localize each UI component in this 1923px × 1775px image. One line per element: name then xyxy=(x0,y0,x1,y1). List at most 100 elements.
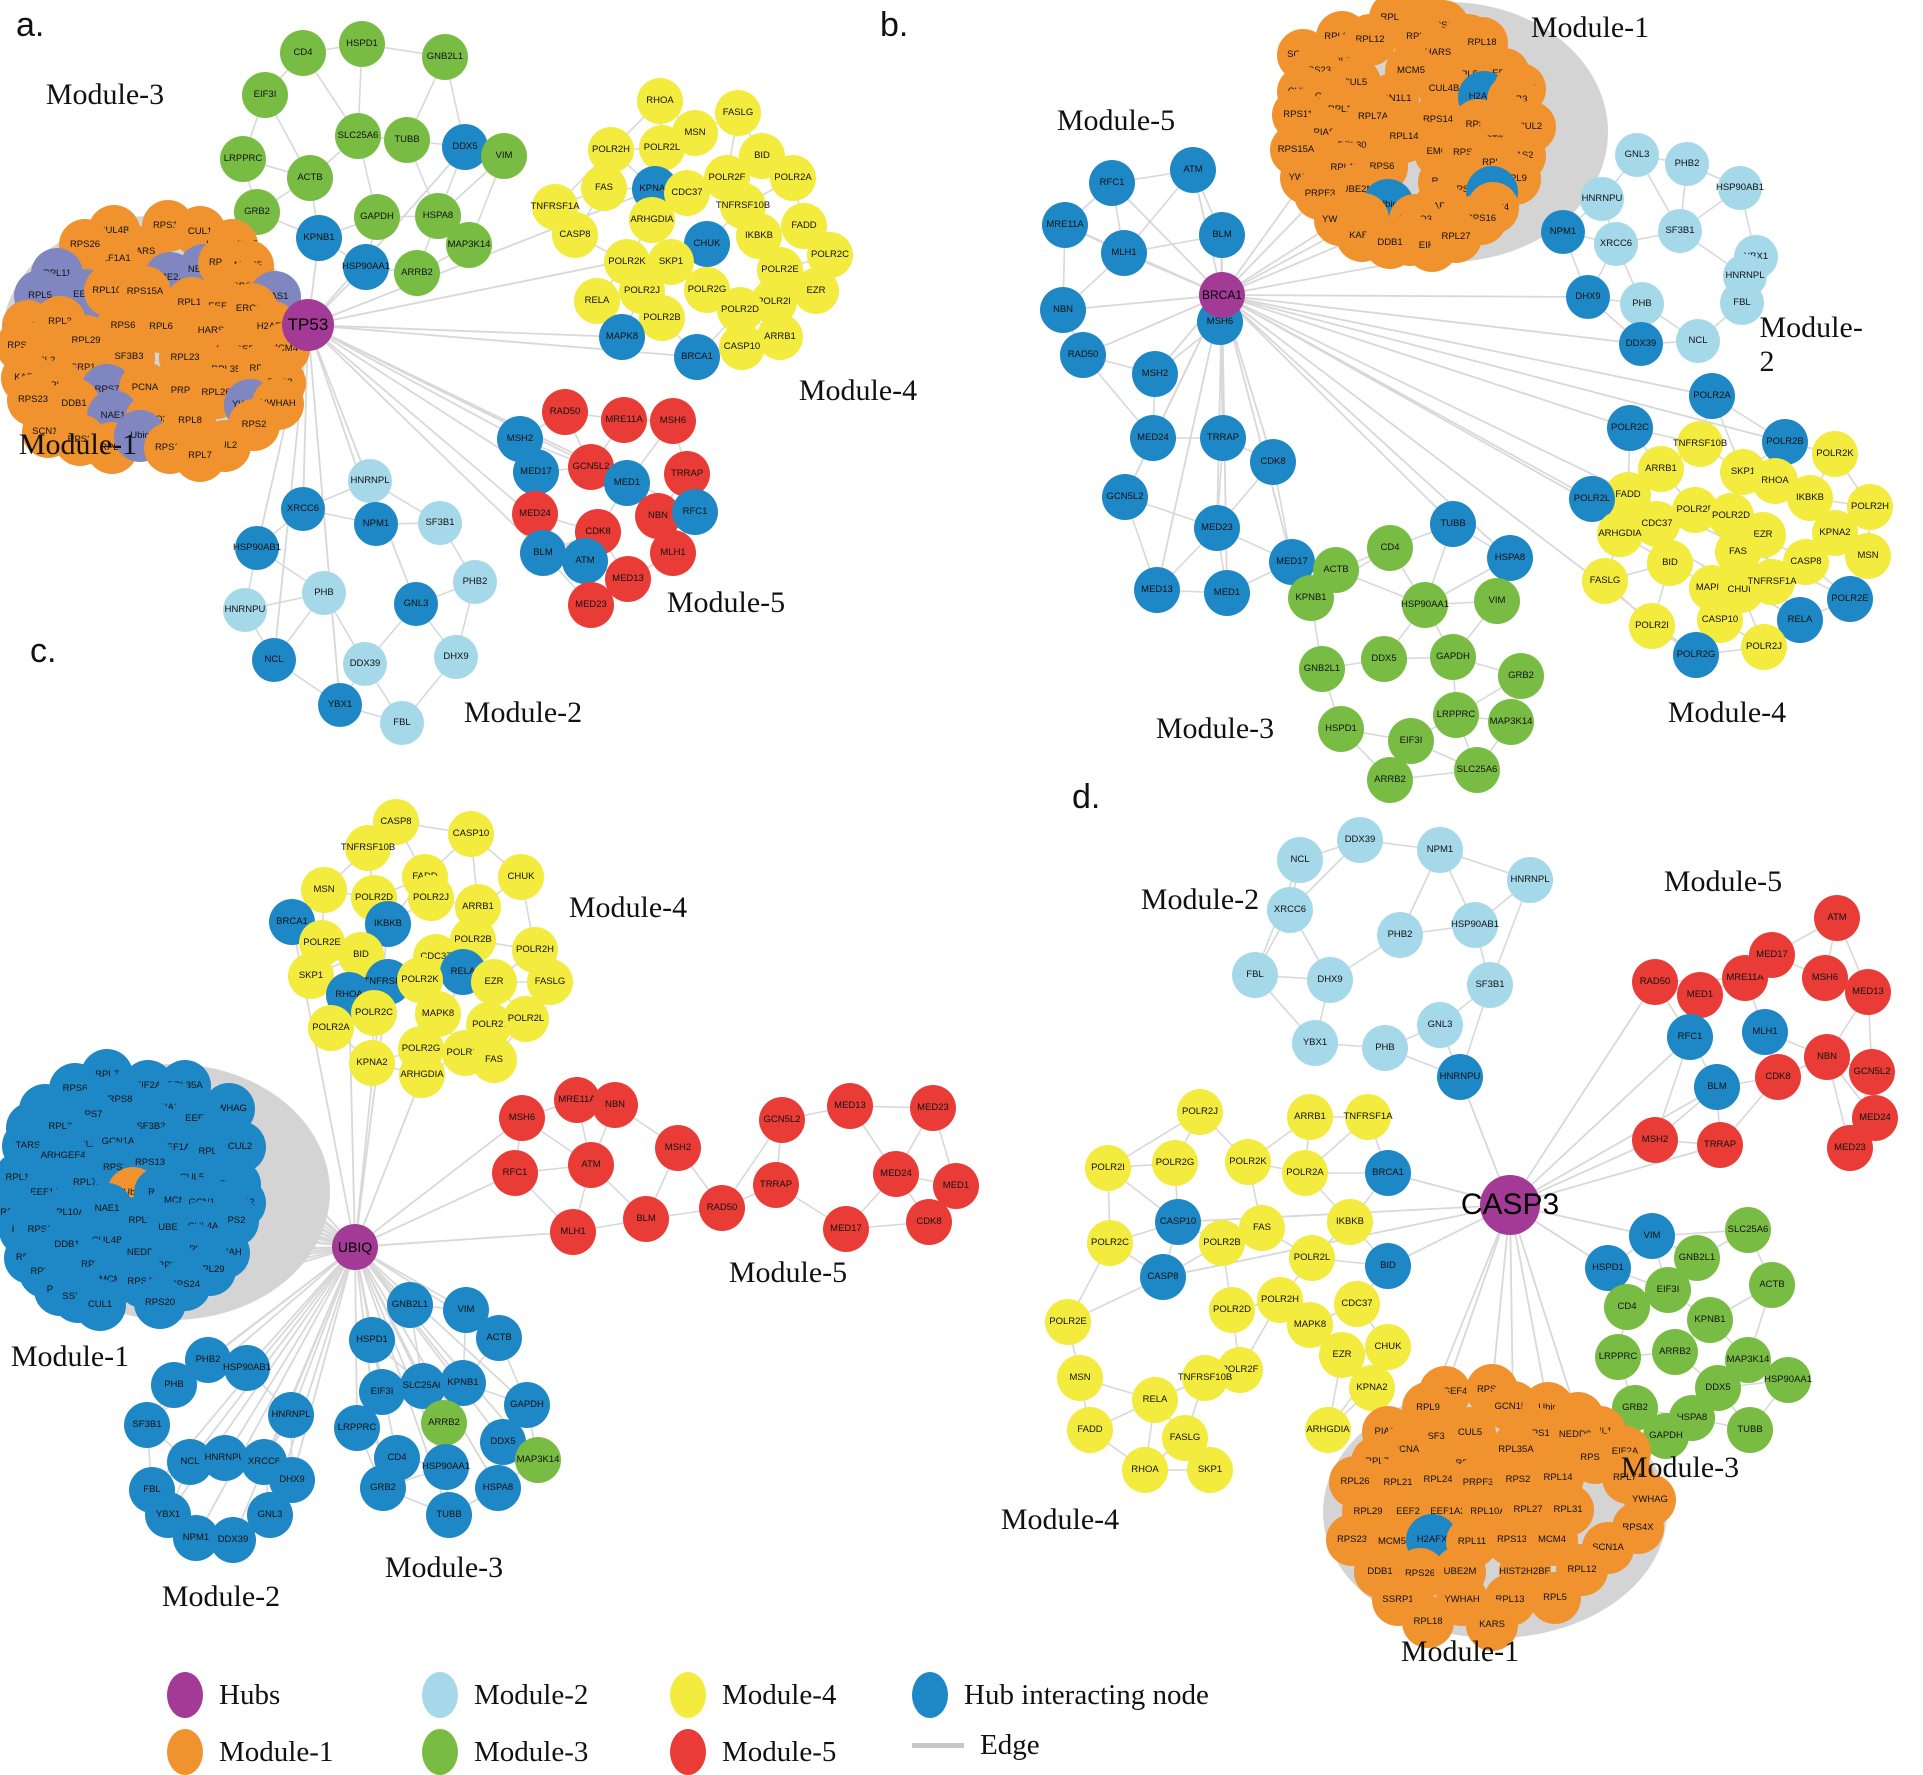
node-ARRB2[interactable]: ARRB2 xyxy=(421,1400,467,1446)
node-RAD50[interactable]: RAD50 xyxy=(542,389,588,435)
node-KPNB1[interactable]: KPNB1 xyxy=(296,215,342,261)
node-POLR2E[interactable]: POLR2E xyxy=(1045,1299,1091,1345)
node-PHB2[interactable]: PHB2 xyxy=(1665,142,1709,186)
node-IKBKB[interactable]: IKBKB xyxy=(1327,1199,1373,1245)
node-EIF3I[interactable]: EIF3I xyxy=(242,72,288,118)
node-LRPPRC[interactable]: LRPPRC xyxy=(220,136,266,182)
node-CD4[interactable]: CD4 xyxy=(280,30,326,76)
node-TUBB[interactable]: TUBB xyxy=(384,117,430,163)
node-FASLG[interactable]: FASLG xyxy=(1582,558,1628,604)
node-TNFRSF1A[interactable]: TNFRSF1A xyxy=(1747,559,1797,605)
node-CDK8[interactable]: CDK8 xyxy=(906,1199,952,1245)
node-GCN5L2[interactable]: GCN5L2 xyxy=(759,1097,805,1143)
node-HSPD1[interactable]: HSPD1 xyxy=(339,21,385,67)
node-DDX39[interactable]: DDX39 xyxy=(343,642,387,686)
node-ACTB[interactable]: ACTB xyxy=(476,1315,522,1361)
node-CASP10[interactable]: CASP10 xyxy=(1697,597,1743,643)
node-MED13[interactable]: MED13 xyxy=(827,1083,873,1129)
node-POLR2J[interactable]: POLR2J xyxy=(408,875,454,921)
node-SF3B1[interactable]: SF3B1 xyxy=(1658,209,1702,253)
node-MED23[interactable]: MED23 xyxy=(1194,505,1240,551)
node-DHX9[interactable]: DHX9 xyxy=(434,635,478,679)
node-HSP90AA1[interactable]: HSP90AA1 xyxy=(1401,582,1449,628)
node-HNRNPL[interactable]: HNRNPL xyxy=(348,459,392,503)
node-MSN[interactable]: MSN xyxy=(1845,533,1891,579)
node-CASP10[interactable]: CASP10 xyxy=(448,811,494,857)
node-TUBB[interactable]: TUBB xyxy=(1727,1407,1773,1453)
node-GNL3[interactable]: GNL3 xyxy=(1615,133,1659,177)
node-BID[interactable]: BID xyxy=(1365,1243,1411,1289)
node-MED24[interactable]: MED24 xyxy=(512,491,558,537)
node-MED24[interactable]: MED24 xyxy=(1130,415,1176,461)
node-GCN5L2[interactable]: GCN5L2 xyxy=(1102,474,1148,520)
node-NPM1[interactable]: NPM1 xyxy=(1541,210,1585,254)
node-PHB[interactable]: PHB xyxy=(1362,1025,1408,1071)
node-RELA[interactable]: RELA xyxy=(1777,597,1823,643)
node-POLR2G[interactable]: POLR2G xyxy=(1673,632,1719,678)
node-ARHGDIA[interactable]: ARHGDIA xyxy=(1305,1407,1351,1453)
node-ATM[interactable]: ATM xyxy=(568,1142,614,1188)
node-GRB2[interactable]: GRB2 xyxy=(1498,653,1544,699)
node-HSP90AA1[interactable]: HSP90AA1 xyxy=(422,1444,470,1490)
node-BRCA1[interactable]: BRCA1 xyxy=(674,334,720,380)
node-HSPD1[interactable]: HSPD1 xyxy=(349,1317,395,1363)
node-HSP90AB1[interactable]: HSP90AB1 xyxy=(1716,166,1764,210)
node-MED1[interactable]: MED1 xyxy=(1204,570,1250,616)
node-SLC25A6[interactable]: SLC25A6 xyxy=(335,113,381,159)
node-MAP3K14[interactable]: MAP3K14 xyxy=(515,1437,561,1483)
node-EIF3I[interactable]: EIF3I xyxy=(1645,1267,1691,1313)
node-RPL7[interactable]: RPL7 xyxy=(174,430,226,482)
node-POLR2J[interactable]: POLR2J xyxy=(1177,1089,1223,1135)
node-RPL5[interactable]: RPL5 xyxy=(1529,1572,1581,1624)
node-YBX1[interactable]: YBX1 xyxy=(1292,1020,1338,1066)
node-RFC1[interactable]: RFC1 xyxy=(1089,160,1135,206)
node-DDX5[interactable]: DDX5 xyxy=(1361,636,1407,682)
node-POLR2L[interactable]: POLR2L xyxy=(639,125,685,171)
node-ATM[interactable]: ATM xyxy=(1814,895,1860,941)
node-RPS20[interactable]: RPS20 xyxy=(134,1277,186,1329)
node-POLR2G[interactable]: POLR2G xyxy=(1152,1140,1198,1186)
node-SF3B1[interactable]: SF3B1 xyxy=(418,501,462,545)
node-MED13[interactable]: MED13 xyxy=(1134,567,1180,613)
node-GCN5L2[interactable]: GCN5L2 xyxy=(1849,1049,1895,1095)
node-ARRB2[interactable]: ARRB2 xyxy=(1652,1329,1698,1375)
node-HSP90AB1[interactable]: HSP90AB1 xyxy=(233,526,281,570)
node-MSH2[interactable]: MSH2 xyxy=(1132,351,1178,397)
node-GNB2L1[interactable]: GNB2L1 xyxy=(1299,646,1345,692)
node-GNL3[interactable]: GNL3 xyxy=(247,1492,293,1538)
node-POLR2I[interactable]: POLR2I xyxy=(1629,603,1675,649)
node-EZR[interactable]: EZR xyxy=(793,268,839,314)
node-RELA[interactable]: RELA xyxy=(574,278,620,324)
node-PHB2[interactable]: PHB2 xyxy=(1377,912,1423,958)
node-POLR2A[interactable]: POLR2A xyxy=(770,155,816,201)
node-VIM[interactable]: VIM xyxy=(1474,578,1520,624)
node-ATM[interactable]: ATM xyxy=(1170,147,1216,193)
node-GNB2L1[interactable]: GNB2L1 xyxy=(387,1282,433,1328)
node-CUL1[interactable]: CUL1 xyxy=(74,1279,126,1331)
node-RELA[interactable]: RELA xyxy=(1132,1377,1178,1423)
node-FAS[interactable]: FAS xyxy=(471,1037,517,1083)
node-HSP90AB1[interactable]: HSP90AB1 xyxy=(1451,902,1499,948)
node-POLR2K[interactable]: POLR2K xyxy=(1225,1139,1271,1185)
node-RFC1[interactable]: RFC1 xyxy=(672,489,718,535)
node-BID[interactable]: BID xyxy=(1647,540,1693,586)
hub-BRCA1[interactable]: BRCA1 xyxy=(1199,272,1245,318)
node-MED13[interactable]: MED13 xyxy=(605,556,651,602)
node-POLR2I[interactable]: POLR2I xyxy=(1085,1145,1131,1191)
node-ARHGDIA[interactable]: ARHGDIA xyxy=(399,1052,445,1098)
node-TNFRSF10B[interactable]: TNFRSF10B xyxy=(1178,1355,1232,1401)
node-GNL3[interactable]: GNL3 xyxy=(1417,1002,1463,1048)
node-MLH1[interactable]: MLH1 xyxy=(550,1209,596,1255)
node-LRPPRC[interactable]: LRPPRC xyxy=(1433,692,1479,738)
node-BRCA1[interactable]: BRCA1 xyxy=(1365,1150,1411,1196)
node-ARRB2[interactable]: ARRB2 xyxy=(394,250,440,296)
node-GRB2[interactable]: GRB2 xyxy=(360,1465,406,1511)
node-FADD[interactable]: FADD xyxy=(1067,1407,1113,1453)
node-DDB1[interactable]: DDB1 xyxy=(1364,217,1416,269)
node-VIM[interactable]: VIM xyxy=(481,133,527,179)
hub-CASP3[interactable]: CASP3 xyxy=(1461,1175,1559,1235)
node-HSP90AA1[interactable]: HSP90AA1 xyxy=(1764,1357,1812,1403)
node-DHX9[interactable]: DHX9 xyxy=(1566,275,1610,319)
node-NPM1[interactable]: NPM1 xyxy=(354,502,398,546)
node-ACTB[interactable]: ACTB xyxy=(1749,1262,1795,1308)
